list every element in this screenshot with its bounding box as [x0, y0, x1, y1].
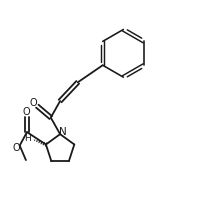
Text: O: O — [23, 107, 30, 117]
Text: O: O — [30, 98, 37, 108]
Text: N: N — [59, 127, 66, 137]
Text: H: H — [24, 134, 31, 143]
Text: O: O — [12, 143, 20, 153]
